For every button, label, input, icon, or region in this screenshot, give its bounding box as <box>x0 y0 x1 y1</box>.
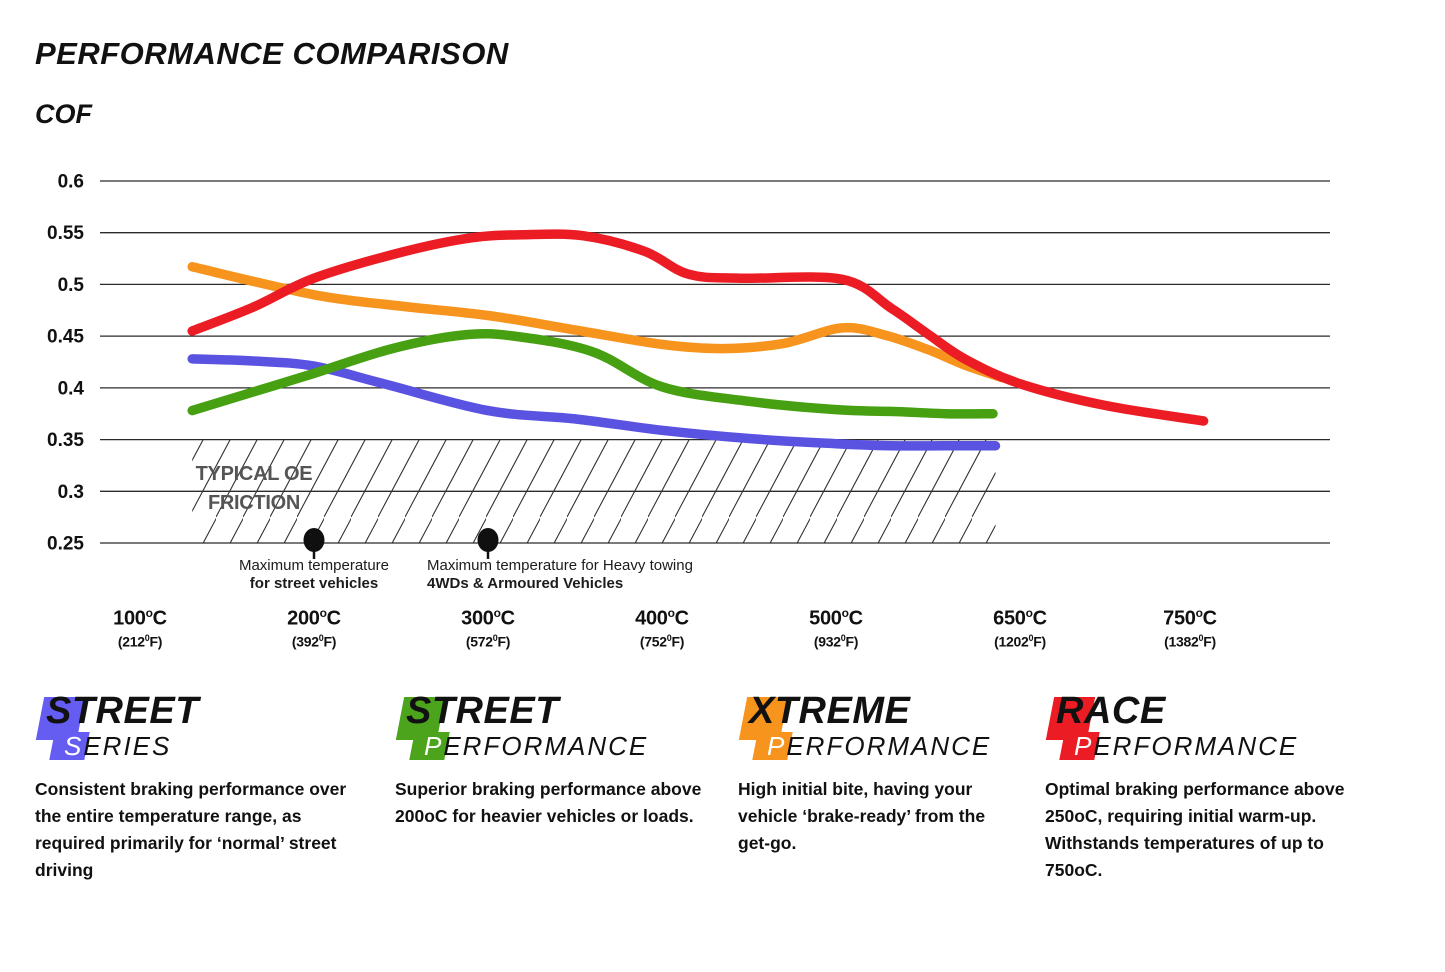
logo-word1: RACE <box>1056 690 1166 732</box>
annotation-line2: 4WDs & Armoured Vehicles <box>427 575 624 592</box>
x-tick-750c: 750oC (13820F) <box>1163 606 1217 650</box>
logo-word1: STREET <box>46 690 199 732</box>
xtreme-performance-description: High initial bite, having your vehicle ‘… <box>738 779 986 853</box>
legend-street-series: STREET SERIES Consistent braking perform… <box>35 690 367 884</box>
x-tick-200c: 200oC (3920F) <box>287 606 341 650</box>
y-tick-label-0.25: 0.25 <box>47 534 84 555</box>
logo-word1: STREET <box>406 690 559 732</box>
race-performance-description: Optimal braking performance above 250oC,… <box>1045 779 1345 880</box>
x-tick-650c: 650oC (12020F) <box>993 606 1047 650</box>
y-tick-label-0.5: 0.5 <box>58 275 85 296</box>
marker-dot-300c <box>477 528 499 552</box>
typical-oe-friction-label: TYPICAL OE FRICTION <box>186 460 322 518</box>
legend-race-performance: RACE PERFORMANCE Optimal braking perform… <box>1045 690 1375 884</box>
annotation-max-temp-street-vehicles: Maximum temperature for street vehicles <box>199 557 429 593</box>
y-tick-label-0.35: 0.35 <box>47 430 84 451</box>
series-line-street-performance <box>187 329 998 419</box>
annotation-line1: Maximum temperature <box>238 557 390 574</box>
page-title: PERFORMANCE COMPARISON <box>35 36 509 71</box>
annotation-line1: Maximum temperature for Heavy towing <box>427 557 693 574</box>
x-tick-300c: 300oC (5720F) <box>461 606 515 650</box>
y-tick-label-0.3: 0.3 <box>58 482 84 503</box>
legend-street-performance: STREET PERFORMANCE Superior braking perf… <box>395 690 713 830</box>
series-line-xtreme-performance <box>187 262 1007 383</box>
typical-oe-friction-label-line2: FRICTION <box>207 492 301 514</box>
marker-dot-200c <box>303 528 325 552</box>
x-tick-500c: 500oC (9320F) <box>809 606 863 650</box>
y-tick-label-0.55: 0.55 <box>47 223 84 244</box>
series-line-race-performance <box>187 229 1209 426</box>
y-tick-label-0.6: 0.6 <box>58 172 84 193</box>
x-tick-400c: 400oC (7520F) <box>635 606 689 650</box>
street-performance-description: Superior braking performance above 200oC… <box>395 779 702 826</box>
x-axis-temperature-labels: 100oC (2120F) 200oC (3920F) 300oC (5720F) 400o… <box>0 606 1445 666</box>
y-tick-label-0.4: 0.4 <box>58 378 85 399</box>
legend-xtreme-performance: XTREME PERFORMANCE High initial bite, ha… <box>738 690 1016 857</box>
x-tick-100c: 100oC (2120F) <box>113 606 167 650</box>
logo-word2: SERIES <box>64 731 172 761</box>
logo-word1: XTREME <box>749 690 911 732</box>
logo-word2: PERFORMANCE <box>767 731 992 761</box>
y-axis-title: COF <box>35 99 92 129</box>
race-performance-logo: RACE PERFORMANCE <box>1045 690 1375 764</box>
series-line-street-series <box>187 354 1001 451</box>
street-series-logo: STREET SERIES <box>35 690 367 764</box>
street-series-description: Consistent braking performance over the … <box>35 779 347 880</box>
typical-oe-friction-band <box>192 439 996 543</box>
logo-word2: PERFORMANCE <box>1074 731 1299 761</box>
annotation-line2: for street vehicles <box>249 575 379 592</box>
annotation-max-temp-heavy-towing: Maximum temperature for Heavy towing 4WD… <box>427 557 757 593</box>
xtreme-performance-logo: XTREME PERFORMANCE <box>738 690 1016 764</box>
logo-word2: PERFORMANCE <box>424 731 649 761</box>
typical-oe-friction-label-line1: TYPICAL OE <box>195 463 313 485</box>
street-performance-logo: STREET PERFORMANCE <box>395 690 713 764</box>
y-tick-label-0.45: 0.45 <box>47 327 84 348</box>
